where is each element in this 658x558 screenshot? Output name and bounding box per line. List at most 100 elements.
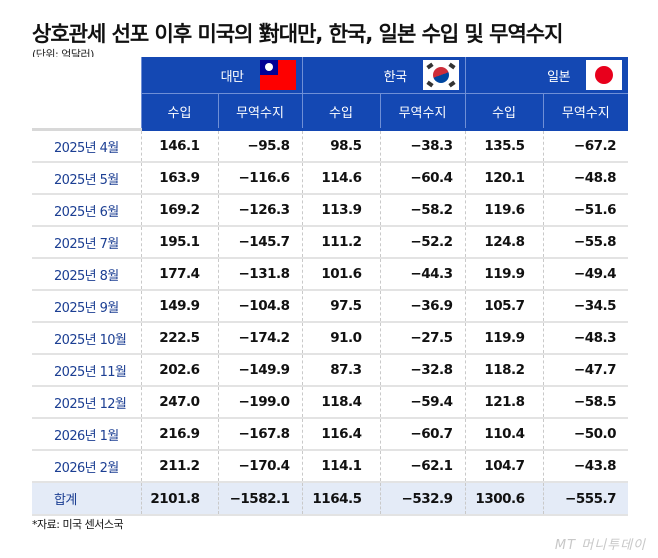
- balance-value: −51.6: [542, 194, 629, 227]
- balance-value: −38.3: [379, 129, 466, 163]
- balance-value: −145.7: [217, 226, 303, 259]
- import-value: 1164.5: [301, 482, 381, 516]
- table-row: 2025년 4월 146.1 −95.8 98.5 −38.3 135.5 −67.2: [32, 129, 629, 163]
- import-value: 177.4: [140, 258, 218, 291]
- chart-title: 상호관세 선포 이후 미국의 對대만, 한국, 일본 수입 및 무역수지: [32, 22, 563, 46]
- month-label: 2025년 6월: [32, 194, 141, 227]
- balance-value: −58.2: [379, 194, 466, 227]
- publisher-logo: MT 머니투데이: [554, 538, 646, 553]
- balance-value: −52.2: [379, 226, 466, 259]
- data-table: 대만 한국 일본: [32, 57, 629, 516]
- balance-value: −36.9: [379, 290, 466, 323]
- balance-value: −170.4: [217, 450, 303, 483]
- japan-flag-icon: [586, 60, 623, 90]
- table-row: 2025년 6월 169.2 −126.3 113.9 −58.2 119.6 −51.6: [32, 194, 629, 227]
- balance-value: −32.8: [379, 354, 466, 387]
- import-value: 2101.8: [140, 482, 218, 516]
- import-value: 222.5: [140, 322, 218, 355]
- balance-value: −95.8: [217, 129, 303, 163]
- balance-value: −48.3: [542, 322, 629, 355]
- subheader-balance: 무역수지: [217, 93, 303, 131]
- import-value: 135.5: [464, 129, 544, 163]
- country-header-taiwan: 대만: [140, 57, 303, 94]
- import-value: 195.1: [140, 226, 218, 259]
- import-value: 163.9: [140, 162, 218, 195]
- balance-value: −149.9: [217, 354, 303, 387]
- month-label: 2025년 8월: [32, 258, 141, 291]
- import-value: 124.8: [464, 226, 544, 259]
- import-value: 119.9: [464, 322, 544, 355]
- balance-value: −60.4: [379, 162, 466, 195]
- table-row: 2025년 7월 195.1 −145.7 111.2 −52.2 124.8 −55.8: [32, 226, 629, 259]
- subheader-row: 수입 무역수지 수입 무역수지 수입 무역수지: [32, 93, 629, 131]
- balance-value: −131.8: [217, 258, 303, 291]
- month-label: 2025년 10월: [32, 322, 141, 355]
- import-value: 104.7: [464, 450, 544, 483]
- table-row: 2025년 12월 247.0 −199.0 118.4 −59.4 121.8 −58.5: [32, 386, 629, 419]
- import-value: 87.3: [301, 354, 381, 387]
- table-row: 2025년 9월 149.9 −104.8 97.5 −36.9 105.7 −34.5: [32, 290, 629, 323]
- balance-value: −116.6: [217, 162, 303, 195]
- country-header-korea: 한국: [301, 57, 466, 94]
- balance-value: −532.9: [379, 482, 466, 516]
- import-value: 120.1: [464, 162, 544, 195]
- import-value: 169.2: [140, 194, 218, 227]
- taiwan-flag-icon: [259, 60, 296, 90]
- month-label: 2025년 9월: [32, 290, 141, 323]
- country-name: 일본: [547, 69, 571, 85]
- source-note: *자료: 미국 센서스국: [32, 518, 124, 531]
- table-row: 2025년 5월 163.9 −116.6 114.6 −60.4 120.1 −48.8: [32, 162, 629, 195]
- import-value: 121.8: [464, 386, 544, 419]
- balance-value: −49.4: [542, 258, 629, 291]
- corner-cell: [32, 57, 141, 94]
- month-label: 2025년 4월: [32, 129, 141, 163]
- subheader-balance: 무역수지: [379, 93, 466, 131]
- corner-cell: [32, 93, 141, 131]
- import-value: 119.9: [464, 258, 544, 291]
- month-label: 2026년 1월: [32, 418, 141, 451]
- country-header-row: 대만 한국 일본: [32, 57, 629, 94]
- subheader-import: 수입: [140, 93, 218, 131]
- balance-value: −48.8: [542, 162, 629, 195]
- balance-value: −199.0: [217, 386, 303, 419]
- subheader-import: 수입: [301, 93, 381, 131]
- subheader-import: 수입: [464, 93, 544, 131]
- import-value: 1300.6: [464, 482, 544, 516]
- balance-value: −555.7: [542, 482, 629, 516]
- import-value: 98.5: [301, 129, 381, 163]
- import-value: 97.5: [301, 290, 381, 323]
- balance-value: −47.7: [542, 354, 629, 387]
- balance-value: −27.5: [379, 322, 466, 355]
- balance-value: −59.4: [379, 386, 466, 419]
- balance-value: −174.2: [217, 322, 303, 355]
- table-row: 2025년 10월 222.5 −174.2 91.0 −27.5 119.9 −48.3: [32, 322, 629, 355]
- balance-value: −167.8: [217, 418, 303, 451]
- month-label: 2025년 5월: [32, 162, 141, 195]
- import-value: 118.2: [464, 354, 544, 387]
- balance-value: −55.8: [542, 226, 629, 259]
- import-value: 105.7: [464, 290, 544, 323]
- total-row: 합계 2101.8 −1582.1 1164.5 −532.9 1300.6 −555.7: [32, 482, 629, 516]
- table-row: 2026년 2월 211.2 −170.4 114.1 −62.1 104.7 −43.8: [32, 450, 629, 483]
- country-name: 대만: [220, 69, 244, 85]
- import-value: 211.2: [140, 450, 218, 483]
- import-value: 114.1: [301, 450, 381, 483]
- country-name: 한국: [383, 69, 407, 85]
- korea-flag-icon: [422, 60, 459, 90]
- month-label: 2025년 11월: [32, 354, 141, 387]
- import-value: 247.0: [140, 386, 218, 419]
- balance-value: −1582.1: [217, 482, 303, 516]
- month-label: 2026년 2월: [32, 450, 141, 483]
- total-label: 합계: [32, 482, 141, 516]
- balance-value: −44.3: [379, 258, 466, 291]
- month-label: 2025년 7월: [32, 226, 141, 259]
- import-value: 111.2: [301, 226, 381, 259]
- import-value: 116.4: [301, 418, 381, 451]
- balance-value: −67.2: [542, 129, 629, 163]
- import-value: 146.1: [140, 129, 218, 163]
- balance-value: −126.3: [217, 194, 303, 227]
- import-value: 119.6: [464, 194, 544, 227]
- table-row: 2025년 11월 202.6 −149.9 87.3 −32.8 118.2 −47.7: [32, 354, 629, 387]
- import-value: 91.0: [301, 322, 381, 355]
- balance-value: −43.8: [542, 450, 629, 483]
